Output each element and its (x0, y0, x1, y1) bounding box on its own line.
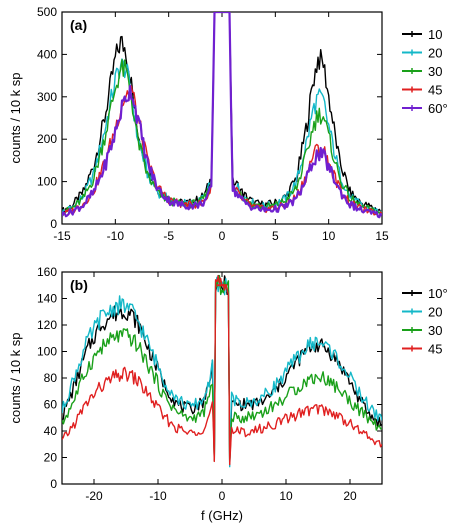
y-tick-label: 400 (37, 47, 57, 61)
panel-label: (b) (70, 277, 88, 293)
y-axis-label: counts / 10 k sp (8, 72, 23, 163)
legend-label: 30 (428, 64, 442, 79)
panel-label: (a) (70, 17, 87, 33)
series-line-10 (62, 12, 382, 215)
series-group (62, 12, 382, 219)
panel-a: -15 -10 -5 0 5 10 15 0 100 200 300 400 500 (a) counts … (8, 5, 448, 243)
y-tick-label: 20 (44, 451, 58, 465)
x-tick-label: 10 (279, 489, 293, 503)
series-line-45 (62, 275, 382, 466)
y-tick-label: 100 (37, 175, 57, 189)
legend-label: 30 (428, 323, 442, 338)
x-tick-label: 0 (219, 229, 226, 243)
x-tick-label: 15 (375, 229, 389, 243)
y-tick-label: 0 (50, 477, 57, 491)
y-axis-label: counts / 10 k sp (8, 332, 23, 423)
x-tick-label: -10 (107, 229, 125, 243)
y-tick-label: 300 (37, 90, 57, 104)
plot-frame (61, 271, 383, 485)
y-tick-label: 80 (44, 371, 58, 385)
y-tick-label: 0 (50, 217, 57, 231)
legend-label: 45 (428, 83, 442, 98)
legend-label: 10 (428, 27, 442, 42)
y-tick-label: 60 (44, 398, 58, 412)
series-group (62, 274, 382, 468)
series-line-20 (62, 12, 382, 215)
panel-b: -20 -10 0 10 20 0 20 40 60 80 100 120 140 160 (b) count… (8, 265, 448, 523)
legend-label: 45 (428, 342, 442, 357)
y-tick-label: 200 (37, 132, 57, 146)
x-axis-label: f (GHz) (201, 508, 243, 523)
x-tick-label: -5 (163, 229, 174, 243)
y-tick-label: 500 (37, 5, 57, 19)
series-line-45 (62, 12, 382, 217)
series-line-30 (62, 12, 382, 217)
legend-label: 60° (428, 101, 448, 116)
y-tick-label: 40 (44, 424, 58, 438)
legend-label: 20 (428, 46, 442, 61)
y-tick-label: 100 (37, 345, 57, 359)
series-line-60 (62, 12, 382, 219)
legend-label: 20 (428, 305, 442, 320)
x-tick-label: 10 (322, 229, 336, 243)
x-tick-label: 0 (219, 489, 226, 503)
x-tick-label: -15 (53, 229, 71, 243)
x-tick-label: -20 (85, 489, 103, 503)
x-tick-label: 5 (272, 229, 279, 243)
y-tick-label: 140 (37, 292, 57, 306)
plot-frame (61, 11, 383, 225)
y-tick-label: 120 (37, 318, 57, 332)
series-line-30 (62, 274, 382, 464)
y-tick-label: 160 (37, 265, 57, 279)
series-line-10 (62, 274, 382, 463)
series-line-20 (62, 276, 382, 468)
x-tick-label: -10 (149, 489, 167, 503)
legend-label: 10° (428, 286, 448, 301)
x-tick-label: 20 (343, 489, 357, 503)
